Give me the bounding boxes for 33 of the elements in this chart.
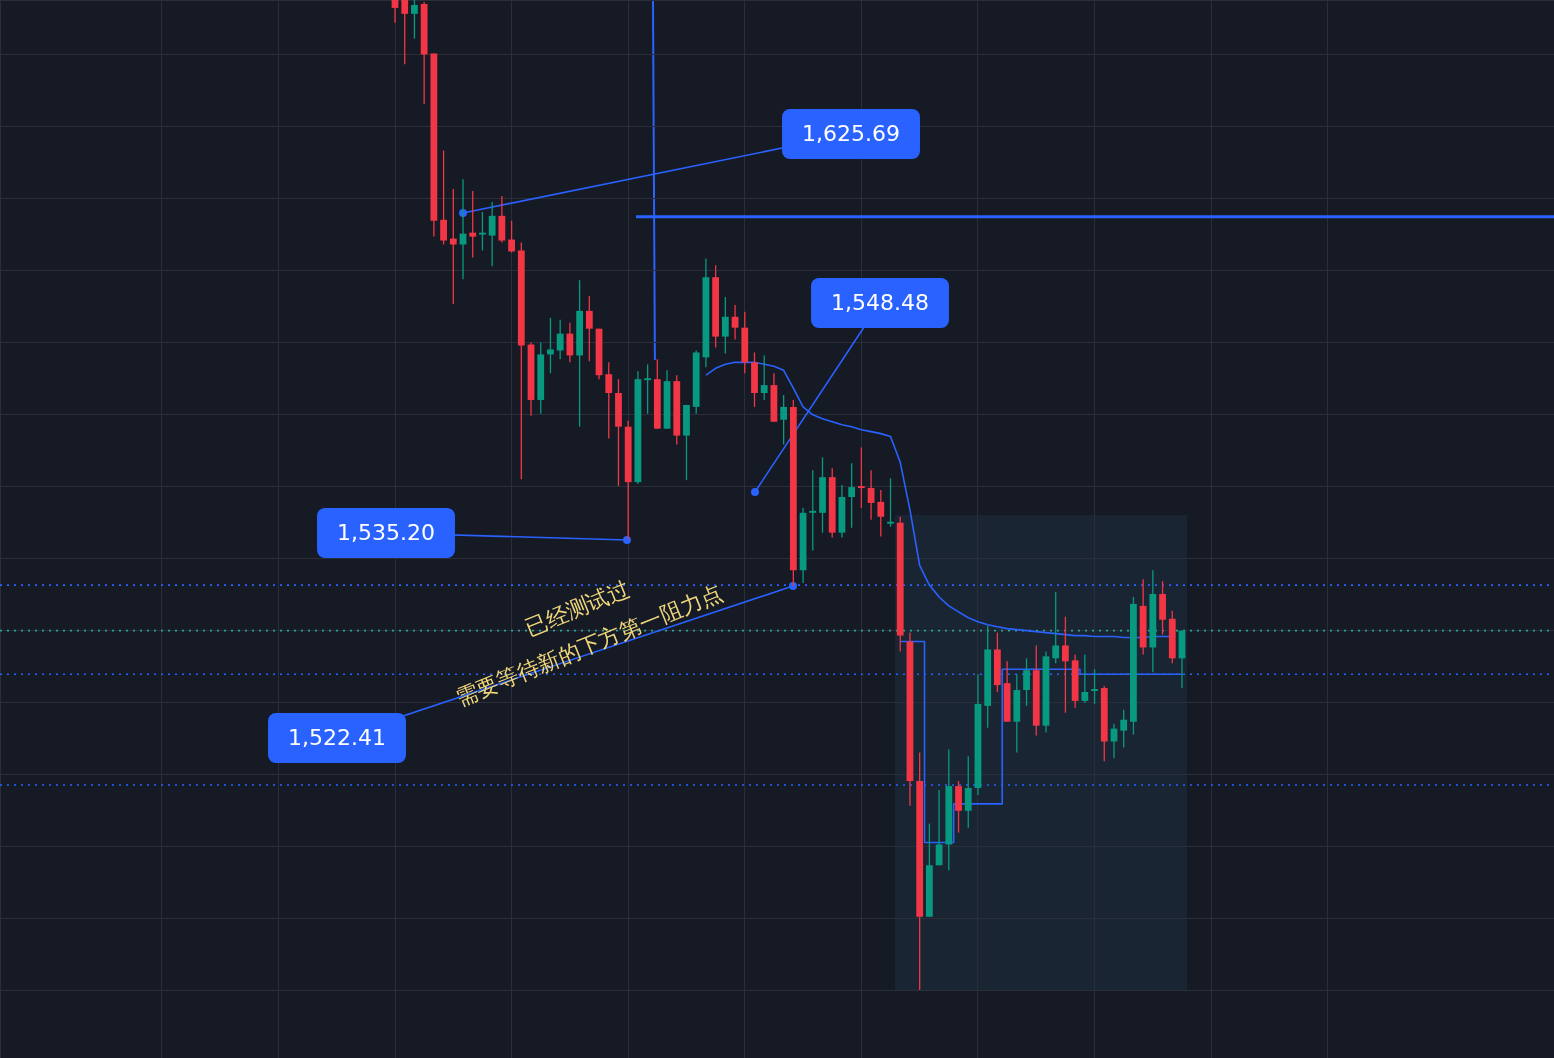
- candlestick: [1120, 709, 1128, 749]
- text: 1,522.41: [288, 724, 386, 750]
- candlestick: [760, 354, 768, 401]
- candlestick: [508, 220, 515, 254]
- candlestick: [1081, 653, 1089, 704]
- annotation: 1,535.20: [337, 519, 435, 545]
- candlestick: [605, 361, 613, 440]
- annotation: 1,625.69: [802, 120, 900, 146]
- candlestick: [449, 188, 457, 305]
- candlestick: [644, 363, 652, 415]
- candlestick: [809, 469, 817, 552]
- candlestick: [1023, 657, 1030, 707]
- annotation: 1,548.48: [831, 289, 929, 315]
- candlestick: [877, 489, 885, 538]
- candlestick: [547, 317, 554, 374]
- candlestick: [721, 296, 729, 355]
- candlestick: [1091, 668, 1098, 705]
- candlestick: [780, 394, 788, 446]
- candlestick: [887, 477, 894, 528]
- candlestick: [556, 319, 564, 361]
- candlestick: [401, 0, 409, 65]
- candlestick: [1052, 591, 1060, 664]
- candlestick: [848, 462, 856, 529]
- candlestick: [566, 322, 574, 363]
- candlestick: [585, 295, 593, 362]
- candlestick: [857, 446, 865, 509]
- candlestick: [964, 755, 972, 829]
- candlestick: [488, 201, 496, 267]
- candlestick: [1062, 616, 1069, 714]
- candlestick: [469, 190, 477, 259]
- candlestick: [411, 0, 418, 40]
- candlestick: [479, 211, 486, 252]
- candlestick: [440, 149, 447, 246]
